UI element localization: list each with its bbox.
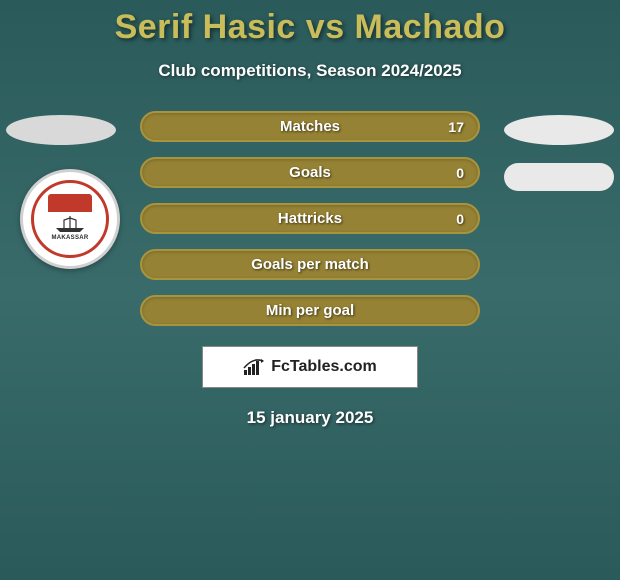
player-right-placeholder: [504, 115, 614, 145]
stat-bar-goals-per-match: Goals per match: [140, 249, 480, 280]
date-text: 15 january 2025: [0, 408, 620, 428]
stat-bar-goals: Goals 0: [140, 157, 480, 188]
badge-label-bottom: MAKASSAR: [51, 235, 88, 241]
brand-text: FcTables.com: [271, 358, 377, 376]
club-badge: MAKASSAR: [20, 169, 120, 269]
stat-label: Min per goal: [266, 302, 354, 319]
badge-brick-icon: [48, 194, 92, 212]
stat-value-right: 17: [448, 119, 464, 135]
club-badge-inner: MAKASSAR: [31, 180, 109, 258]
stat-label: Goals per match: [251, 256, 369, 273]
player-left-placeholder: [6, 115, 116, 145]
stat-bar-matches: Matches 17: [140, 111, 480, 142]
badge-ship-icon: [52, 214, 88, 234]
brand-box[interactable]: FcTables.com: [202, 346, 418, 388]
stats-section: MAKASSAR Matches 17 Goals 0 Hattricks 0 …: [0, 111, 620, 326]
stat-label: Matches: [280, 118, 340, 135]
page-title: Serif Hasic vs Machado: [0, 8, 620, 47]
stat-bar-hattricks: Hattricks 0: [140, 203, 480, 234]
player-right-placeholder-2: [504, 163, 614, 191]
chart-bars-icon: [243, 358, 265, 376]
stat-value-right: 0: [456, 165, 464, 181]
stat-value-right: 0: [456, 211, 464, 227]
page-subtitle: Club competitions, Season 2024/2025: [0, 61, 620, 81]
stat-bars: Matches 17 Goals 0 Hattricks 0 Goals per…: [140, 111, 480, 326]
page-container: Serif Hasic vs Machado Club competitions…: [0, 0, 620, 428]
stat-label: Goals: [289, 164, 331, 181]
stat-bar-min-per-goal: Min per goal: [140, 295, 480, 326]
stat-label: Hattricks: [278, 210, 342, 227]
